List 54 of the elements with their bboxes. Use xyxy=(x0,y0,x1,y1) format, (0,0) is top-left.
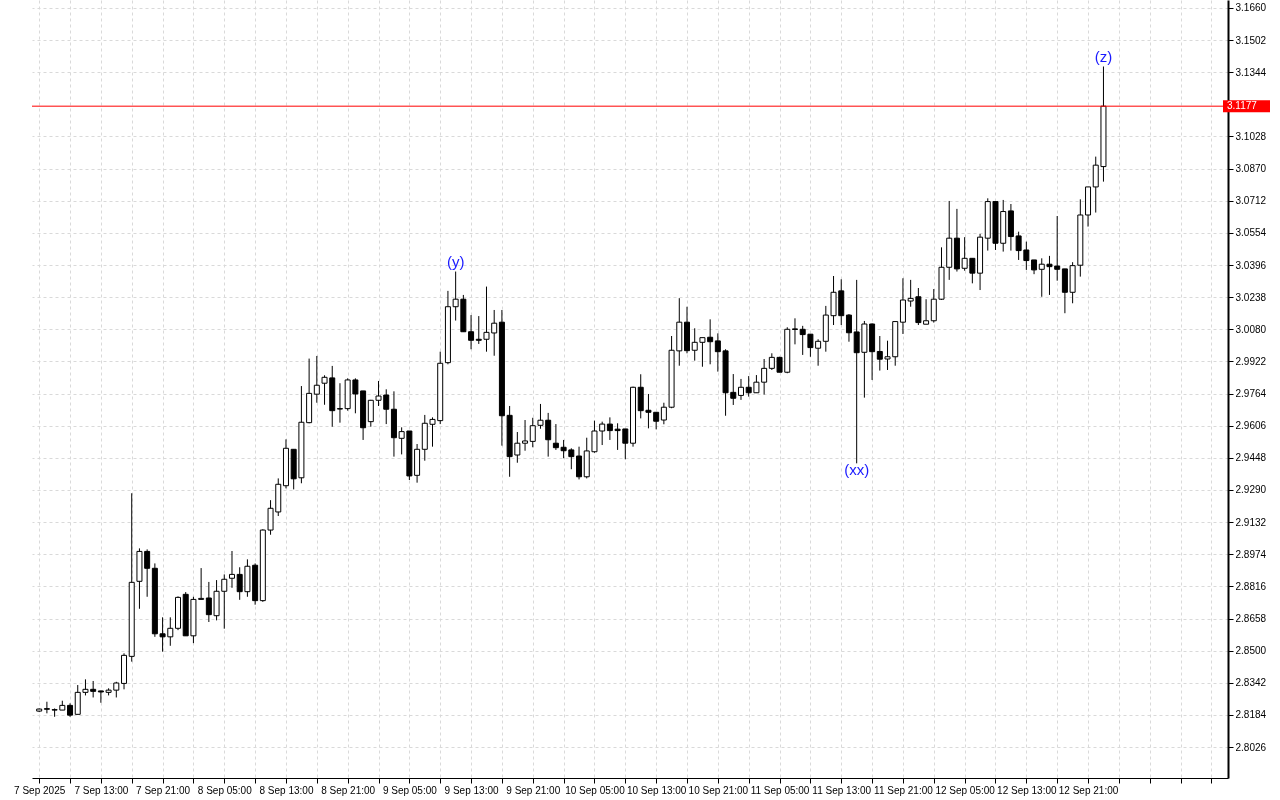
x-tick-label: 7 Sep 2025 xyxy=(14,784,66,796)
y-tick-label: 3.0396 xyxy=(1235,259,1267,271)
x-tick-label: 12 Sep 13:00 xyxy=(997,784,1058,796)
y-tick-label: 3.1502 xyxy=(1235,34,1267,46)
y-tick-label: 2.9922 xyxy=(1235,355,1267,367)
y-tick-label: 2.8184 xyxy=(1235,709,1267,721)
x-tick-label: 8 Sep 13:00 xyxy=(259,784,314,796)
y-tick-label: 2.9448 xyxy=(1235,452,1267,464)
x-tick-label: 11 Sep 21:00 xyxy=(874,784,934,796)
candlestick xyxy=(737,378,744,401)
y-tick-label: 3.1344 xyxy=(1235,66,1267,78)
y-tick-label: 3.0238 xyxy=(1235,291,1267,303)
x-tick-label: 10 Sep 13:00 xyxy=(626,784,687,796)
y-tick-label: 2.8658 xyxy=(1235,613,1267,625)
y-tick-label: 3.1660 xyxy=(1235,2,1267,14)
y-tick-label: 2.8026 xyxy=(1235,741,1267,753)
y-tick-label: 2.9132 xyxy=(1235,516,1267,528)
ref-line-label: 3.1177 xyxy=(1227,100,1258,112)
x-tick-label: 12 Sep 05:00 xyxy=(935,784,996,796)
y-tick-label: 2.8342 xyxy=(1235,677,1267,689)
y-tick-label: 2.9606 xyxy=(1235,420,1267,432)
x-tick-label: 9 Sep 05:00 xyxy=(382,784,438,796)
candlestick xyxy=(336,382,343,424)
y-tick-label: 2.9290 xyxy=(1235,484,1267,496)
x-tick-label: 10 Sep 05:00 xyxy=(565,784,626,796)
candlestick xyxy=(899,277,906,335)
x-tick-label: 9 Sep 21:00 xyxy=(506,784,561,796)
x-tick-label: 7 Sep 21:00 xyxy=(136,784,191,796)
y-tick-label: 2.8500 xyxy=(1235,645,1267,657)
x-tick-label: 9 Sep 13:00 xyxy=(444,784,499,796)
y-tick-label: 2.8974 xyxy=(1235,548,1267,560)
x-tick-label: 8 Sep 21:00 xyxy=(321,784,376,796)
candlestick xyxy=(791,317,798,345)
annotation: (y) xyxy=(446,252,465,270)
y-tick-label: 3.0870 xyxy=(1235,163,1267,175)
candlestick xyxy=(522,419,529,452)
x-tick-label: 7 Sep 13:00 xyxy=(74,784,129,796)
candlestick xyxy=(845,313,852,343)
candlestick xyxy=(313,355,320,404)
y-tick-label: 3.0554 xyxy=(1235,227,1267,239)
x-tick-label: 10 Sep 21:00 xyxy=(688,784,749,796)
y-tick-label: 3.0080 xyxy=(1235,323,1267,335)
y-tick-label: 3.1028 xyxy=(1235,130,1267,142)
x-tick-label: 12 Sep 21:00 xyxy=(1058,784,1119,796)
y-tick-label: 2.8816 xyxy=(1235,580,1267,592)
x-tick-label: 11 Sep 05:00 xyxy=(750,784,810,796)
y-tick-label: 2.9764 xyxy=(1235,388,1267,400)
annotation: (xx) xyxy=(844,461,870,479)
candlestick xyxy=(576,446,583,480)
annotation: (z) xyxy=(1094,47,1113,65)
candlestick xyxy=(228,550,235,589)
x-tick-label: 11 Sep 13:00 xyxy=(812,784,872,796)
x-tick-label: 8 Sep 05:00 xyxy=(197,784,253,796)
y-tick-label: 3.0712 xyxy=(1235,195,1267,207)
